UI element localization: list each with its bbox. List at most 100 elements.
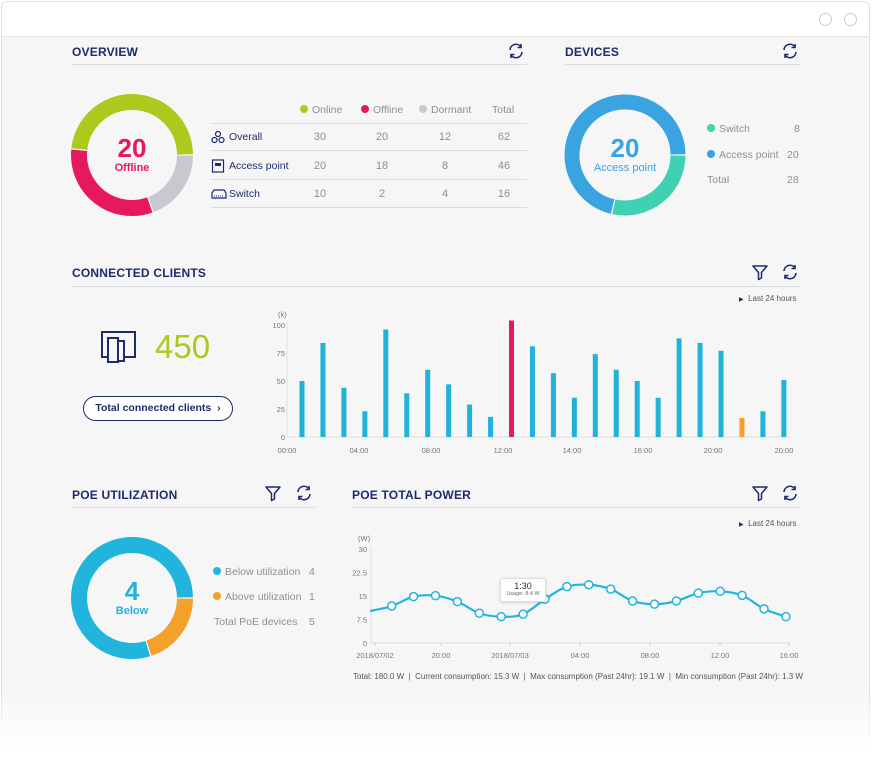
- data-point: [737, 590, 747, 601]
- data-point: [452, 596, 463, 607]
- y-tick-label: 30: [359, 545, 367, 554]
- devices-donut-value: 20: [610, 133, 640, 163]
- refresh-icon[interactable]: [781, 42, 799, 60]
- bar: [592, 354, 598, 437]
- y-tick-label: 0: [281, 433, 285, 442]
- data-point: [649, 599, 660, 609]
- x-tick-label: 08:00: [641, 651, 660, 660]
- data-point: [715, 586, 725, 597]
- data-point: [627, 596, 638, 606]
- switch-icon: [211, 187, 227, 205]
- table-cell: 18: [375, 159, 389, 172]
- row-label: Overall: [229, 131, 263, 143]
- total-count: 28: [787, 174, 799, 186]
- bar: [488, 416, 494, 437]
- donut-segment: [71, 149, 153, 216]
- refresh-icon[interactable]: [781, 484, 799, 502]
- x-tick-label: 20:00: [704, 446, 723, 455]
- x-tick-label: 04:00: [350, 446, 369, 455]
- donut-segment: [564, 94, 686, 214]
- bar: [571, 397, 577, 437]
- data-point: [759, 604, 769, 614]
- table-cell: 2: [378, 188, 386, 200]
- poe-power-title: POE TOTAL POWER: [352, 488, 472, 502]
- data-point: [605, 584, 616, 594]
- access-point-icon: [211, 158, 225, 178]
- x-tick-label: 12:00: [711, 651, 730, 660]
- poe-line-chart: (W) 0 7.5 15 22.5 30 2018/07/02 20:00 2018/07/03…: [352, 534, 799, 660]
- data-point: [584, 579, 594, 590]
- x-tick-label: 08:00: [422, 446, 441, 455]
- bar: [341, 387, 347, 437]
- y-unit-label: (k): [278, 310, 287, 319]
- window-button[interactable]: [819, 13, 832, 26]
- legend-dormant: Dormant: [419, 104, 471, 116]
- devices-icon: [101, 331, 136, 363]
- refresh-icon[interactable]: [295, 484, 313, 502]
- data-point: [496, 611, 506, 622]
- donut-segment: [146, 598, 193, 656]
- table-cell: 16: [497, 188, 511, 200]
- data-point: [781, 611, 791, 622]
- donut-segment: [147, 155, 193, 212]
- bar: [362, 411, 368, 437]
- donut-segment: [612, 155, 686, 216]
- overview-donut-label: Offline: [114, 162, 150, 174]
- legend-below: Below utilization: [213, 566, 300, 578]
- legend-above: Above utilization: [213, 591, 301, 603]
- refresh-icon[interactable]: [507, 42, 525, 60]
- bar: [655, 397, 661, 437]
- total-poe-label: Total PoE devices: [214, 616, 298, 628]
- bar: [760, 411, 766, 437]
- title-bar: [2, 2, 869, 37]
- table-cell: 4: [441, 188, 449, 200]
- x-tick-label: 16:00: [780, 651, 799, 660]
- y-unit-label: (W): [358, 534, 371, 543]
- filter-icon[interactable]: [264, 484, 282, 502]
- chart-tooltip: 1:30 Usage: 8.4 W: [500, 578, 546, 602]
- x-tick-label: 00:00: [278, 446, 297, 455]
- y-tick-label: 50: [277, 377, 285, 386]
- data-point: [693, 588, 704, 598]
- range-selector[interactable]: ▶ Last 24 hours: [739, 519, 797, 528]
- bar: [613, 369, 619, 437]
- x-tick-label: 2018/07/02: [356, 651, 394, 660]
- total-label: Total: [707, 174, 730, 186]
- bar: [425, 369, 431, 437]
- devices-donut-label: Access point: [593, 162, 657, 174]
- legend-offline: Offline: [361, 104, 403, 116]
- bar: [634, 381, 640, 437]
- y-tick-label: 0: [363, 639, 367, 648]
- table-cell: 20: [313, 159, 327, 172]
- total-connected-clients-button[interactable]: Total connected clients ›: [83, 396, 233, 421]
- column-total: Total: [492, 104, 515, 116]
- devices-title: DEVICES: [565, 45, 620, 59]
- table-cell: 30: [313, 131, 327, 143]
- overview-donut-value: 20: [117, 133, 147, 163]
- bar: [509, 320, 514, 437]
- filter-icon[interactable]: [751, 484, 769, 502]
- poe-summary: Total: 180.0 W | Current consumption: 15…: [353, 672, 803, 681]
- legend-access-point: Access point: [707, 149, 779, 161]
- bar: [299, 381, 305, 437]
- x-tick-label: 04:00: [571, 651, 590, 660]
- table-cell: 10: [313, 188, 327, 200]
- window-button[interactable]: [844, 13, 857, 26]
- donut-segment: [71, 537, 193, 659]
- data-point: [474, 608, 485, 618]
- bar: [550, 373, 556, 437]
- x-tick-label: 14:00: [563, 446, 582, 455]
- overview-donut: [71, 94, 193, 216]
- y-tick-label: 15: [359, 592, 367, 601]
- chevron-right-icon: ›: [217, 402, 221, 414]
- table-cell: 8: [441, 159, 449, 172]
- clients-title: CONNECTED CLIENTS: [72, 266, 207, 280]
- filter-icon[interactable]: [751, 263, 769, 281]
- y-tick-label: 22.5: [352, 569, 367, 578]
- clients-count: 450: [155, 328, 211, 365]
- data-point: [386, 601, 397, 611]
- refresh-icon[interactable]: [781, 263, 799, 281]
- donut-segment: [71, 94, 193, 155]
- x-tick-label: 2018/07/03: [491, 651, 529, 660]
- range-selector[interactable]: ▶ Last 24 hours: [739, 294, 797, 303]
